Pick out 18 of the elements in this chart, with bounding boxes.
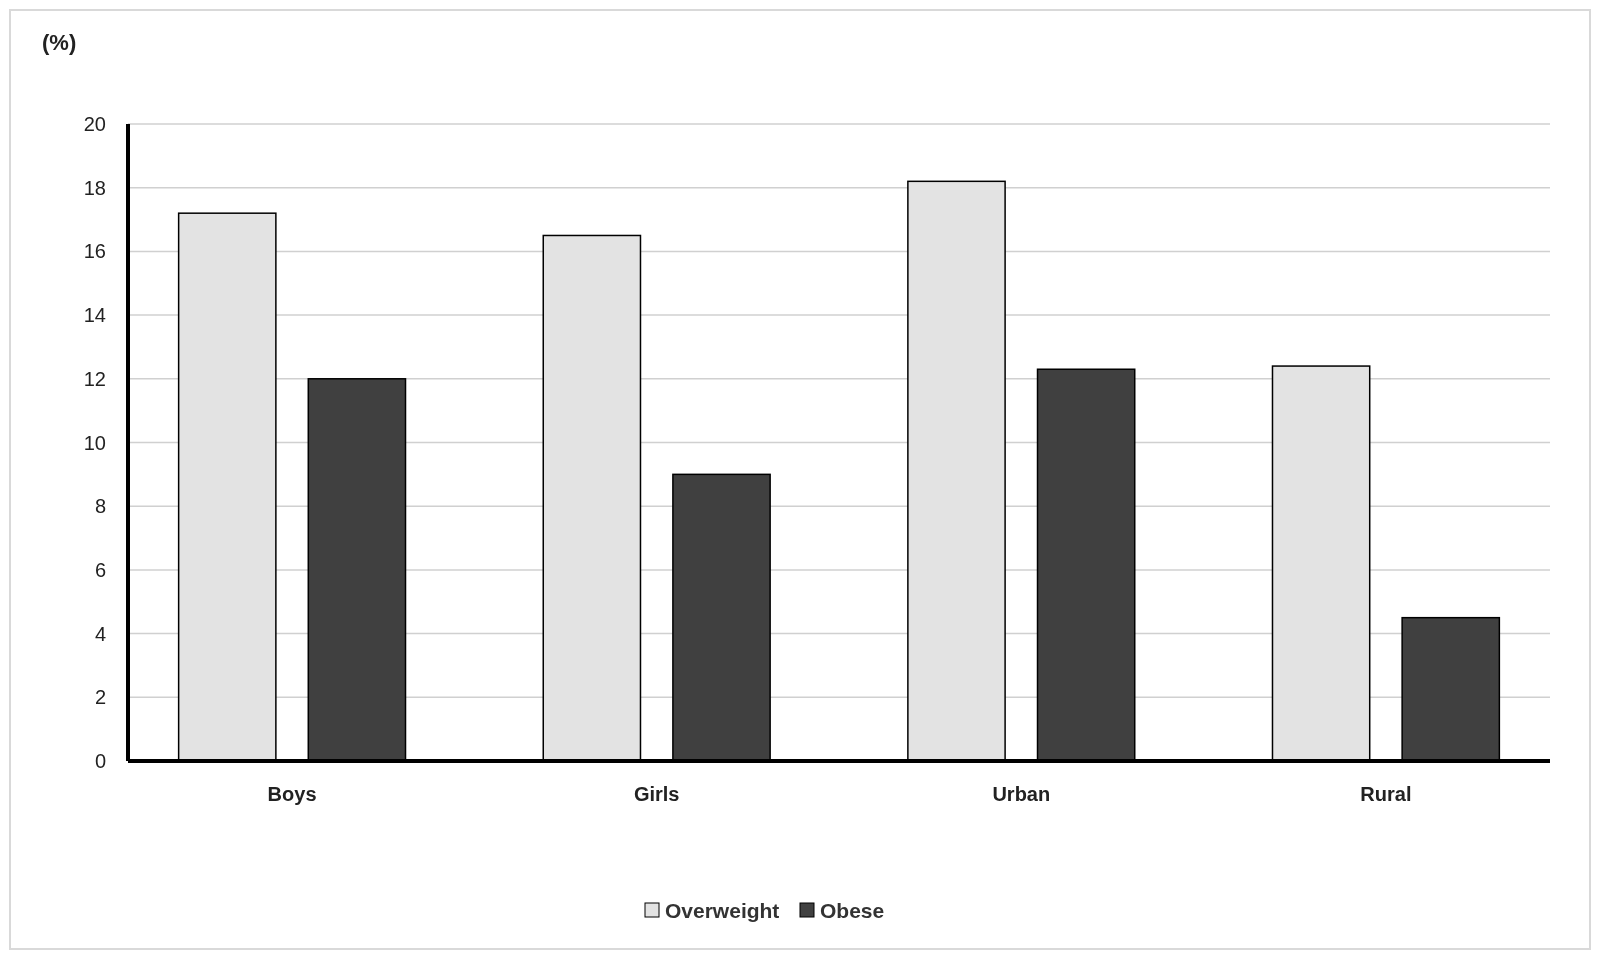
y-tick-label: 0 [94, 750, 106, 772]
y-tick-label: 14 [83, 304, 106, 327]
legend-label: Obese [820, 899, 885, 923]
y-tick-label: 20 [83, 113, 106, 135]
legend-label: Overweight [665, 899, 780, 923]
y-tick-label: 4 [94, 622, 106, 645]
y-tick-label: 16 [83, 240, 106, 263]
x-tick-label: Boys [267, 783, 317, 805]
y-tick-label: 2 [94, 686, 106, 709]
y-tick-label: 12 [83, 367, 106, 390]
y-tick-label: 8 [94, 495, 106, 518]
y-tick-label: 10 [83, 431, 106, 454]
y-tick-label: 18 [83, 176, 106, 199]
y-tick-label: 6 [94, 558, 106, 581]
x-tick-label: Rural [1360, 783, 1412, 805]
y-axis-title: (%) [42, 30, 77, 55]
x-tick-label: Urban [992, 783, 1051, 805]
x-tick-label: Girls [633, 783, 680, 805]
